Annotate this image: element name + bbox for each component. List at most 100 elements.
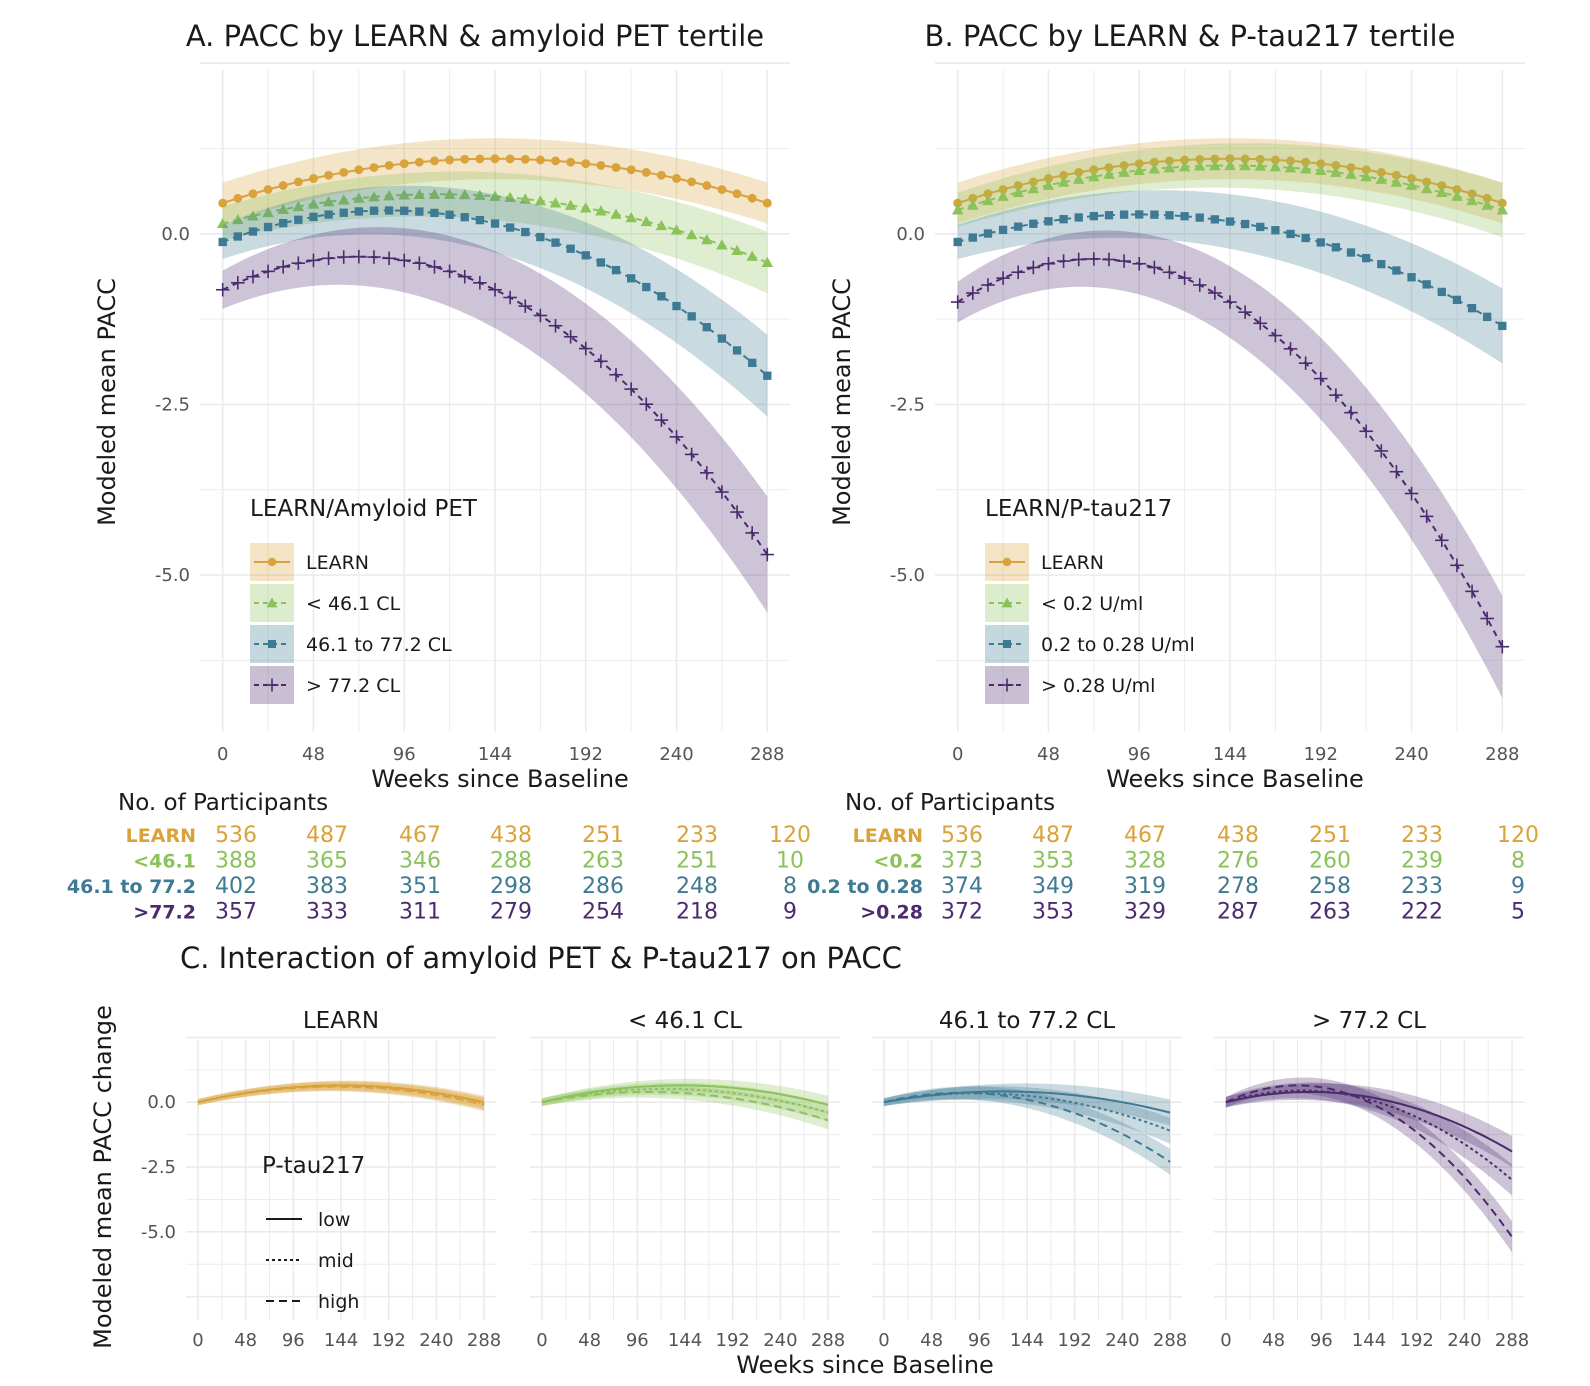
data-point (1496, 204, 1509, 215)
data-point (1299, 163, 1312, 174)
panel-c-facets: 0 48 96 144 192 240 288 0.0 -2.5 -5.0 LEARN P-tau21… (141, 1008, 1529, 1351)
series-line (541, 1084, 829, 1106)
data-point (1374, 444, 1389, 458)
x-tick-label: 48 (578, 1330, 601, 1351)
data-point (413, 188, 426, 200)
data-point (1223, 295, 1237, 309)
data-point (1208, 286, 1222, 300)
data-point (1209, 159, 1221, 171)
table-cell: 357 (215, 900, 257, 925)
data-point (278, 181, 288, 190)
confidence-band (541, 1086, 829, 1130)
data-point (1467, 303, 1477, 313)
y-tick-label: -2.5 (141, 1157, 176, 1178)
y-tick-label: 0.0 (161, 224, 190, 245)
data-point (1316, 159, 1326, 169)
series-mid (883, 1086, 1171, 1144)
confidence-band (222, 185, 768, 417)
legend-label: low (318, 1209, 350, 1231)
data-point (998, 185, 1008, 194)
confidence-band (197, 1081, 485, 1110)
data-point (1483, 312, 1492, 322)
y-tick-label: 0.0 (147, 1092, 176, 1113)
table-cell: 263 (582, 849, 624, 874)
data-point (953, 198, 963, 208)
data-point (966, 286, 980, 300)
data-point (657, 292, 666, 301)
table-cell: 536 (215, 823, 257, 848)
series--0-28-u-ml (950, 230, 1510, 698)
data-point (1315, 164, 1327, 176)
x-tick-label: 288 (1485, 744, 1519, 765)
data-point (763, 371, 772, 380)
legend-label: > 77.2 CL (306, 675, 401, 697)
data-point (1452, 185, 1462, 194)
x-tick-label: 240 (659, 744, 693, 765)
data-point (1240, 219, 1250, 229)
panel-b-xlabel: Weeks since Baseline (1106, 765, 1364, 793)
data-point (687, 177, 697, 187)
series-line (1225, 1089, 1513, 1181)
data-point (428, 188, 441, 199)
table-cell: 9 (1511, 874, 1525, 899)
table-cell: 438 (1217, 823, 1259, 848)
panel-c-ylabel: Modeled mean PACC change (89, 1005, 117, 1349)
legend-label: < 0.2 U/ml (1041, 593, 1143, 615)
table-cell: 8 (783, 874, 797, 899)
x-tick-label: 0 (217, 744, 228, 765)
table-row-label: LEARN (126, 825, 196, 847)
data-point (430, 156, 439, 166)
x-tick-label: 192 (1304, 744, 1338, 765)
data-point (368, 191, 380, 202)
data-point (1360, 170, 1372, 182)
data-point (1422, 280, 1431, 289)
data-point (309, 174, 318, 183)
data-point (1165, 211, 1174, 220)
data-point (1253, 316, 1268, 331)
table-cell: 248 (676, 874, 718, 899)
data-point (701, 233, 713, 245)
data-point (427, 260, 442, 274)
data-point (1497, 198, 1507, 208)
data-point (672, 301, 681, 311)
data-point (640, 215, 653, 227)
table-cell: 388 (215, 849, 257, 874)
data-point (1482, 193, 1492, 203)
data-point (1361, 253, 1371, 263)
data-point (1118, 166, 1130, 177)
grid (186, 1036, 496, 1320)
table-cell: 258 (1309, 874, 1351, 899)
x-tick-label: 192 (569, 744, 603, 765)
series-high (883, 1086, 1171, 1175)
data-point (457, 269, 472, 284)
data-point (717, 334, 727, 343)
x-tick-label: 144 (324, 1330, 358, 1351)
table-cell: 233 (676, 823, 718, 848)
facet-title: < 46.1 CL (628, 1008, 742, 1034)
data-point (383, 190, 395, 201)
data-point (1481, 199, 1493, 210)
y-tick-label: -5.0 (155, 565, 190, 586)
panel-a-nop-title: No. of Participants (118, 790, 328, 816)
data-point (1255, 154, 1265, 164)
legend-key (250, 666, 294, 704)
x-tick-label: 288 (811, 1330, 845, 1351)
data-point (655, 219, 668, 231)
table-cell: 286 (582, 874, 624, 899)
data-point (1284, 162, 1297, 173)
data-point (1087, 252, 1101, 266)
confidence-band (541, 1078, 829, 1114)
data-point (609, 367, 623, 382)
x-tick-label: 96 (1310, 1330, 1333, 1351)
data-point (504, 191, 516, 203)
grid (935, 62, 1525, 732)
data-point (596, 161, 606, 170)
x-tick-label: 96 (968, 1330, 991, 1351)
confidence-band (222, 138, 768, 224)
table-cell: 374 (941, 874, 983, 899)
legend-key-marker (266, 597, 278, 608)
data-point (761, 256, 774, 268)
data-point (1013, 181, 1023, 190)
x-tick-label: 96 (1128, 744, 1151, 765)
legend-key (985, 543, 1029, 581)
